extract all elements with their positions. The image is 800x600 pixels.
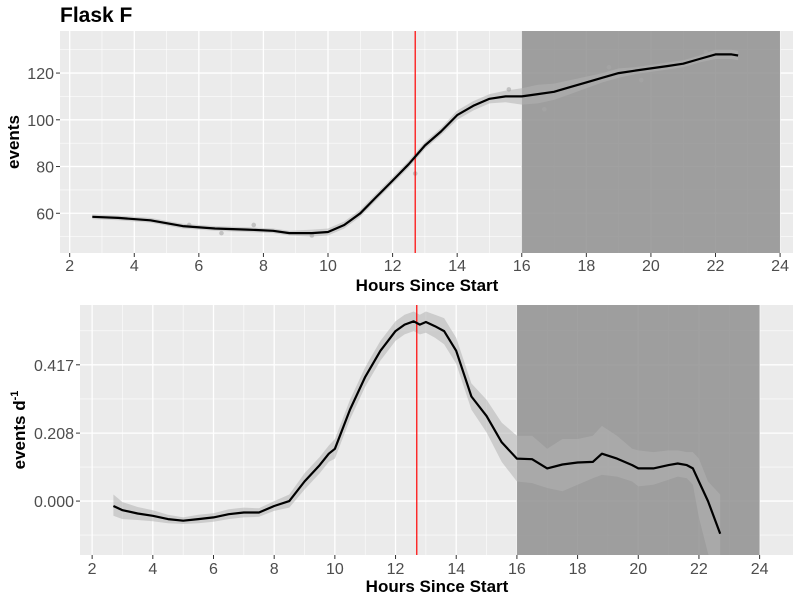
x-tick-label: 4: [148, 561, 157, 578]
x-tick-label: 8: [270, 561, 279, 578]
x-tick-label: 14: [448, 258, 466, 275]
bottom-y-axis-title-base: events d: [10, 400, 29, 469]
x-tick-label: 2: [65, 258, 74, 275]
top-x-axis-title: Hours Since Start: [356, 276, 499, 295]
data-point: [638, 77, 644, 83]
x-tick-label: 4: [130, 258, 139, 275]
data-point: [251, 222, 257, 228]
x-tick-label: 16: [513, 258, 531, 275]
x-tick-label: 18: [569, 561, 587, 578]
data-point: [506, 87, 512, 92]
x-tick-label: 24: [771, 258, 789, 275]
x-tick-label: 18: [577, 258, 595, 275]
x-tick-label: 22: [690, 561, 708, 578]
x-tick-label: 2: [88, 561, 97, 578]
y-tick-label: 60: [36, 206, 54, 223]
x-tick-label: 10: [319, 258, 337, 275]
x-tick-label: 6: [209, 561, 218, 578]
data-point: [309, 233, 315, 238]
bottom-x-axis-title: Hours Since Start: [366, 577, 509, 596]
top-y-axis-title: events: [4, 115, 23, 169]
data-point: [606, 64, 612, 70]
x-tick-label: 16: [508, 561, 526, 578]
x-tick-label: 12: [384, 258, 402, 275]
x-tick-label: 10: [326, 561, 344, 578]
x-tick-label: 20: [629, 561, 647, 578]
x-tick-label: 24: [751, 561, 769, 578]
y-tick-label: 0.208: [34, 426, 74, 443]
bottom-y-axis-title: events d-1: [9, 391, 29, 470]
x-tick-label: 6: [194, 258, 203, 275]
confidence-ribbon: [113, 311, 721, 555]
series-line: [92, 53, 739, 235]
y-tick-label: 80: [36, 160, 54, 177]
x-tick-label: 14: [447, 561, 465, 578]
data-point: [703, 49, 709, 55]
y-tick-label: 0.000: [34, 494, 74, 511]
y-tick-label: 100: [27, 113, 54, 130]
chart-title: Flask F: [60, 4, 133, 27]
y-tick-label: 0.417: [34, 358, 74, 375]
data-point: [542, 106, 547, 112]
shaded-region: [521, 31, 781, 253]
x-tick-label: 12: [387, 561, 405, 578]
bottom-y-axis-title-exponent: -1: [9, 391, 21, 401]
data-point: [219, 230, 224, 236]
shaded-region: [516, 305, 760, 555]
series-line: [112, 320, 722, 535]
y-tick-label: 120: [27, 66, 54, 83]
x-tick-label: 22: [707, 258, 725, 275]
x-tick-label: 20: [642, 258, 660, 275]
confidence-ribbon: [92, 49, 739, 237]
x-tick-label: 8: [259, 258, 268, 275]
